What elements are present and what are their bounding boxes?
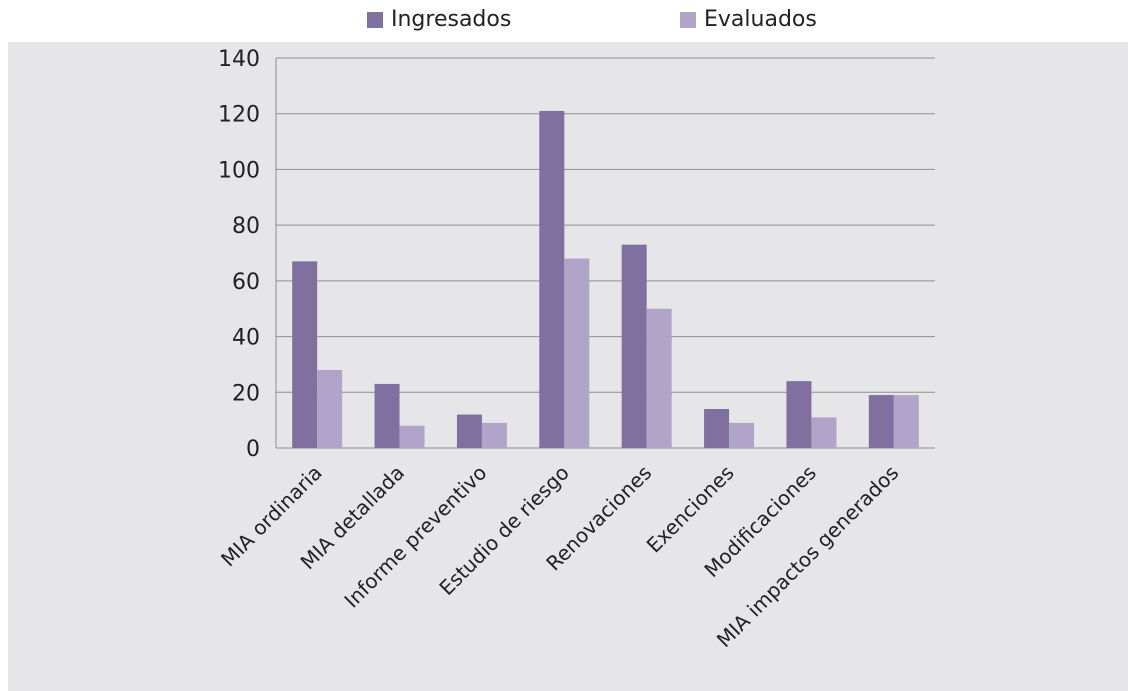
bar-evaluados-1 bbox=[399, 425, 425, 448]
legend-swatch-evaluados bbox=[680, 11, 696, 28]
legend-item-ingresados: Ingresados bbox=[367, 7, 511, 32]
bar-evaluados-6 bbox=[811, 417, 837, 448]
bar-ingresados-2 bbox=[456, 414, 482, 448]
x-category-label: Informe preventivo bbox=[339, 461, 491, 613]
bar-evaluados-7 bbox=[893, 395, 919, 448]
bar-ingresados-1 bbox=[374, 383, 400, 448]
legend: Ingresados Evaluados bbox=[0, 0, 1128, 40]
y-tick-label: 80 bbox=[232, 214, 260, 239]
legend-label-evaluados: Evaluados bbox=[704, 7, 817, 32]
y-tick-label: 100 bbox=[218, 158, 260, 183]
y-tick-label: 140 bbox=[218, 47, 260, 72]
bar-ingresados-5 bbox=[704, 409, 730, 448]
bar-ingresados-6 bbox=[786, 381, 812, 448]
y-tick-label: 120 bbox=[218, 103, 260, 128]
bar-evaluados-5 bbox=[729, 422, 755, 448]
y-tick-label: 0 bbox=[246, 437, 260, 462]
legend-label-ingresados: Ingresados bbox=[391, 7, 512, 32]
y-tick-label: 40 bbox=[232, 326, 260, 351]
bar-evaluados-0 bbox=[317, 370, 343, 448]
legend-item-evaluados: Evaluados bbox=[680, 7, 817, 32]
bar-evaluados-3 bbox=[564, 258, 590, 448]
bar-ingresados-0 bbox=[292, 261, 318, 448]
bar-ingresados-4 bbox=[621, 244, 647, 448]
bar-ingresados-3 bbox=[539, 110, 565, 448]
bar-evaluados-2 bbox=[481, 422, 507, 448]
y-tick-label: 60 bbox=[232, 270, 260, 295]
y-tick-label: 20 bbox=[232, 381, 260, 406]
legend-swatch-ingresados bbox=[367, 11, 383, 28]
bar-evaluados-4 bbox=[646, 308, 672, 448]
bar-ingresados-7 bbox=[868, 395, 894, 448]
